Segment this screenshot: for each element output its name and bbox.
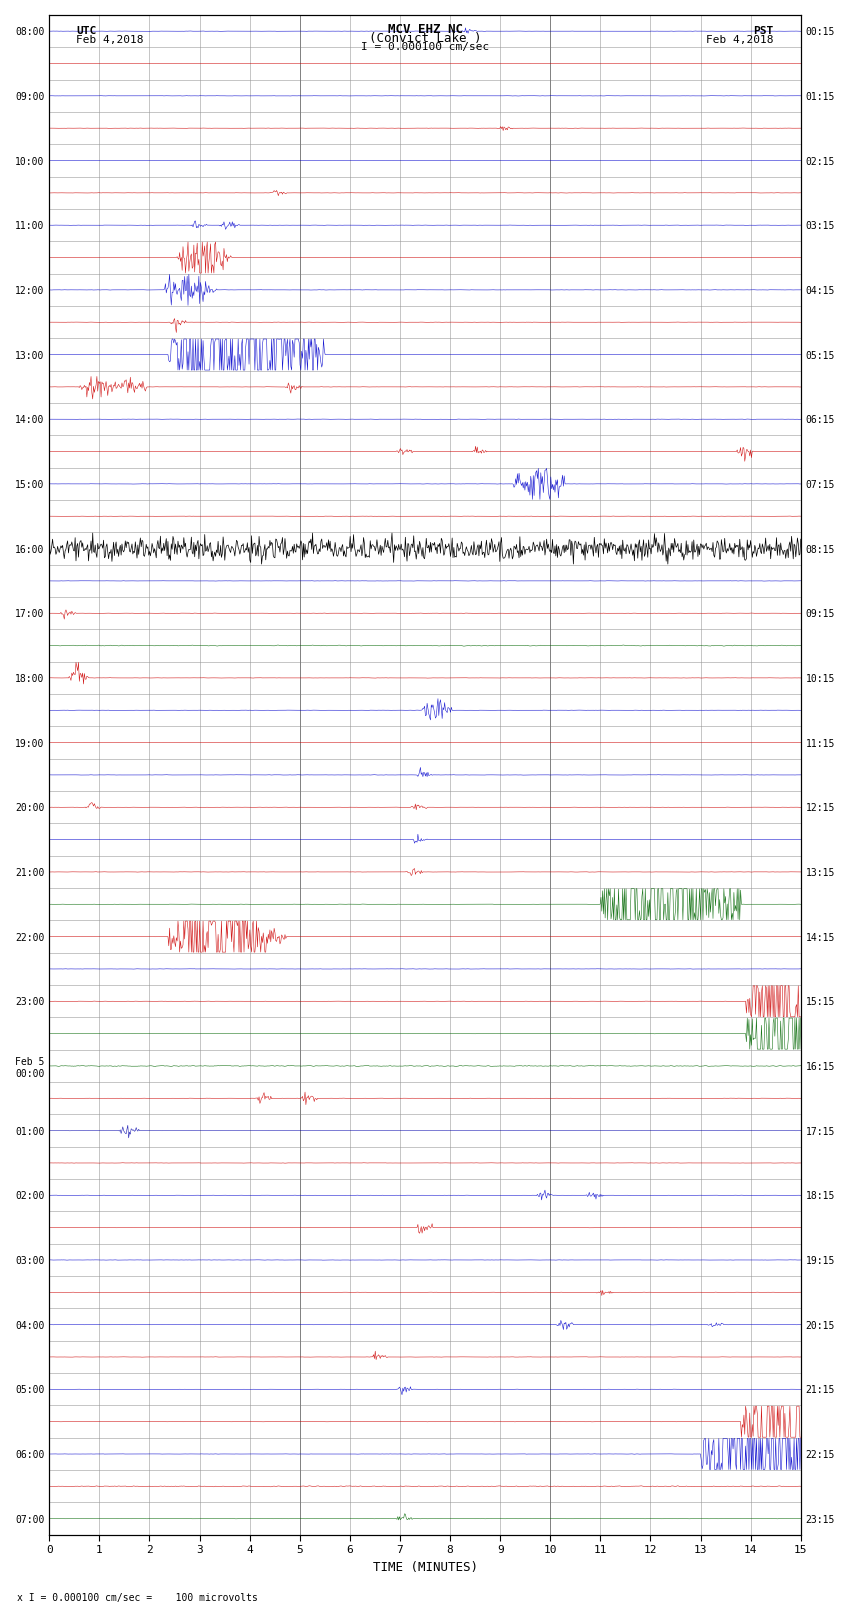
Text: PST: PST: [753, 26, 774, 35]
Text: MCV EHZ NC: MCV EHZ NC: [388, 23, 462, 35]
Text: (Convict Lake ): (Convict Lake ): [369, 32, 481, 45]
Text: I = 0.000100 cm/sec: I = 0.000100 cm/sec: [361, 42, 489, 52]
Text: Feb 4,2018: Feb 4,2018: [706, 35, 774, 45]
Text: UTC: UTC: [76, 26, 97, 35]
Text: Feb 4,2018: Feb 4,2018: [76, 35, 144, 45]
Text: x I = 0.000100 cm/sec =    100 microvolts: x I = 0.000100 cm/sec = 100 microvolts: [17, 1594, 258, 1603]
X-axis label: TIME (MINUTES): TIME (MINUTES): [372, 1561, 478, 1574]
